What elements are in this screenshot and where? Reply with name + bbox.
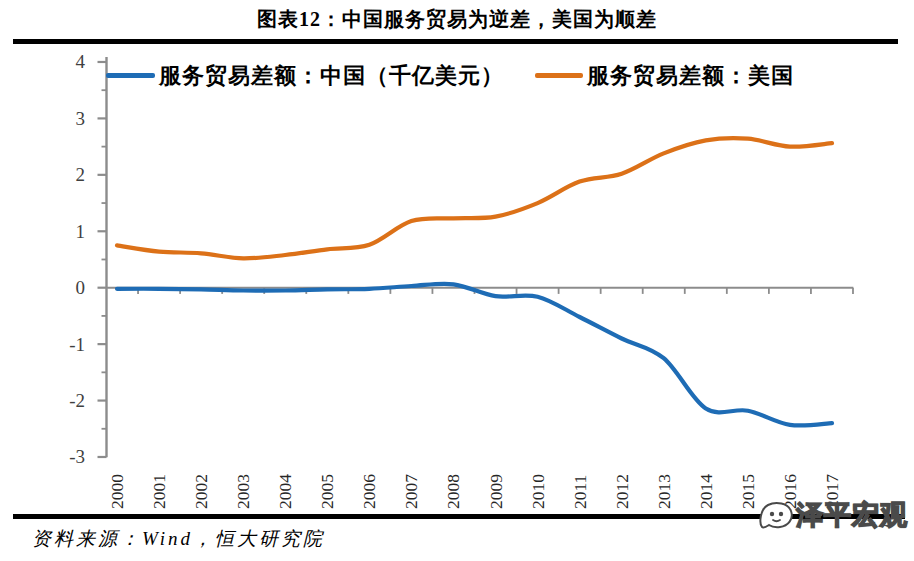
- watermark-logo-icon: [758, 497, 796, 533]
- figure-card: 图表12：中国服务贸易为逆差，美国为顺差 43210-1-2-320002001…: [0, 0, 914, 561]
- x-tick-label: 2008: [443, 474, 463, 509]
- watermark: 泽平宏观: [758, 497, 908, 533]
- x-tick-label: 2009: [486, 474, 506, 509]
- y-tick-label: 0: [76, 277, 86, 298]
- y-tick-label: -2: [69, 390, 85, 411]
- legend-label-us: 服务贸易差额：美国: [587, 61, 794, 91]
- legend-swatch-us: [535, 73, 583, 78]
- legend-label-china: 服务贸易差额：中国（千亿美元）: [159, 61, 504, 91]
- x-tick-label: 2012: [612, 474, 632, 509]
- y-tick-label: 2: [76, 164, 86, 185]
- y-tick-labels: 43210-1-2-3: [69, 51, 85, 467]
- chart-legend: 服务贸易差额：中国（千亿美元） 服务贸易差额：美国: [0, 0, 914, 100]
- y-tick-label: 1: [76, 221, 86, 242]
- x-tick-label: 2015: [738, 474, 758, 509]
- y-tick-label: 3: [76, 108, 86, 129]
- x-tick-label: 2000: [107, 474, 127, 509]
- x-tick-label: 2005: [317, 474, 337, 509]
- y-tick-label: -3: [69, 446, 85, 467]
- x-tick-label: 2013: [654, 474, 674, 509]
- x-tick-label: 2002: [191, 474, 211, 509]
- x-tick-label: 2004: [275, 474, 295, 509]
- x-tick-label: 2007: [401, 474, 421, 509]
- x-tick-label: 2010: [528, 474, 548, 509]
- x-tick-label: 2014: [696, 474, 716, 509]
- x-tick-label: 2011: [570, 475, 590, 509]
- axes: [98, 57, 854, 457]
- series-lines: [117, 138, 832, 425]
- x-tick-label: 2001: [149, 474, 169, 509]
- x-tick-labels: 2000 2001 2002 2003 2004 2005 2006 2007 2008 2009…: [107, 474, 842, 509]
- legend-swatch-china: [106, 73, 155, 78]
- y-tick-label: -1: [69, 334, 85, 355]
- source-text: 资料来源：Wind，恒大研究院: [32, 526, 325, 552]
- x-tick-label: 2003: [233, 474, 253, 509]
- watermark-text: 泽平宏观: [796, 497, 908, 533]
- x-tick-label: 2006: [359, 474, 379, 509]
- series-line-us: [117, 138, 832, 258]
- series-line-china: [117, 284, 832, 426]
